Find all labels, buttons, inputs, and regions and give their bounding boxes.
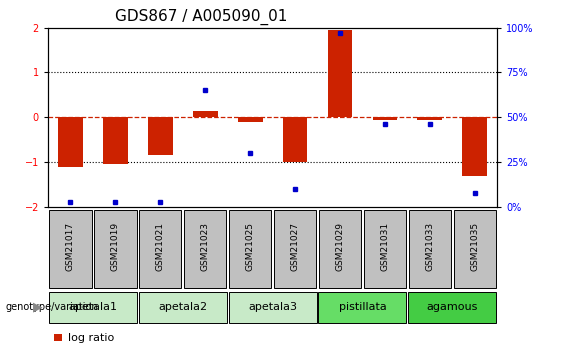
Text: GDS867 / A005090_01: GDS867 / A005090_01 [115, 9, 288, 25]
Bar [148, 117, 173, 155]
Text: GSM21017: GSM21017 [66, 222, 75, 271]
Text: GSM21033: GSM21033 [425, 222, 434, 271]
Bar [282, 117, 307, 162]
Text: GSM21027: GSM21027 [290, 222, 299, 271]
Text: GSM21031: GSM21031 [380, 222, 389, 271]
Legend: log ratio, percentile rank within the sample: log ratio, percentile rank within the sa… [54, 333, 256, 345]
Bar [139, 210, 181, 288]
Bar [58, 117, 83, 167]
Bar [238, 117, 263, 122]
Text: ▶: ▶ [33, 300, 42, 314]
Bar [229, 210, 271, 288]
Text: GSM21035: GSM21035 [470, 222, 479, 271]
Text: GSM21029: GSM21029 [336, 222, 345, 271]
Text: GSM21023: GSM21023 [201, 222, 210, 271]
Bar [193, 110, 218, 117]
Text: GSM21025: GSM21025 [246, 222, 255, 271]
Bar [319, 292, 406, 323]
Bar [454, 210, 496, 288]
Bar [328, 30, 353, 117]
Text: pistillata: pistillata [338, 302, 386, 312]
Bar [364, 210, 406, 288]
Bar [49, 210, 92, 288]
Text: agamous: agamous [427, 302, 478, 312]
Text: genotype/variation: genotype/variation [6, 302, 98, 312]
Bar [139, 292, 227, 323]
Text: apetala2: apetala2 [158, 302, 207, 312]
Text: GSM21021: GSM21021 [156, 222, 165, 271]
Bar [372, 117, 397, 119]
Bar [229, 292, 316, 323]
Bar [49, 292, 137, 323]
Bar [408, 292, 496, 323]
Bar [184, 210, 227, 288]
Bar [418, 117, 442, 119]
Bar [319, 210, 361, 288]
Bar [103, 117, 128, 164]
Text: apetala1: apetala1 [68, 302, 118, 312]
Text: apetala3: apetala3 [248, 302, 297, 312]
Bar [94, 210, 137, 288]
Text: GSM21019: GSM21019 [111, 222, 120, 271]
Bar [274, 210, 316, 288]
Bar [462, 117, 487, 176]
Bar [408, 210, 451, 288]
